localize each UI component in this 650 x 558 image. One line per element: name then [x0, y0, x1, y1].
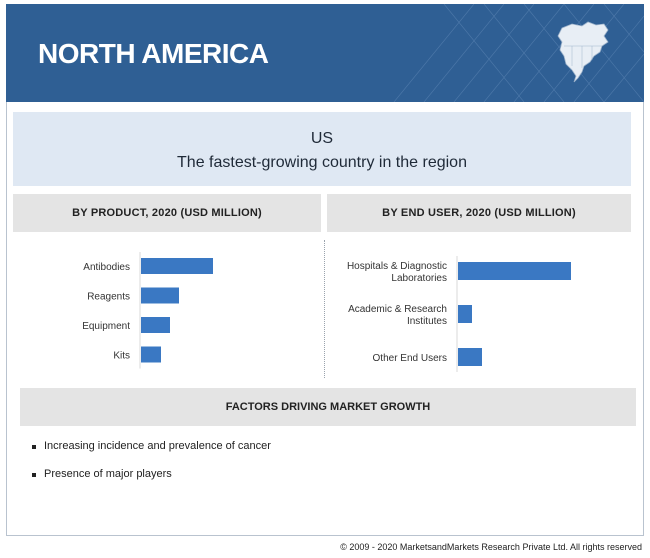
category-label-1: Academic & Research Institutes	[348, 304, 447, 327]
bar-2	[458, 348, 482, 366]
factors-list: Increasing incidence and prevalence of c…	[30, 440, 271, 496]
north-america-map-icon	[557, 21, 609, 83]
category-label-1: Reagents	[87, 292, 130, 303]
category-label-0: Antibodies	[83, 262, 130, 273]
factor-item: Presence of major players	[30, 468, 271, 496]
bar-0	[141, 258, 213, 274]
category-label-2: Equipment	[82, 321, 130, 332]
bar-0	[458, 262, 571, 280]
end-user-chart-title: BY END USER, 2020 (USD MILLION)	[327, 194, 631, 232]
end-user-bar-chart: Hospitals & Diagnostic Laboratories Academ…	[347, 256, 571, 372]
product-bar-chart: Antibodies Reagents Equipment Kits	[82, 252, 213, 369]
category-label-3: Kits	[113, 351, 130, 362]
copyright-notice: © 2009 - 2020 MarketsandMarkets Research…	[340, 542, 642, 552]
region-title: NORTH AMERICA	[38, 38, 269, 69]
factor-text: Increasing incidence and prevalence of c…	[44, 440, 271, 452]
bar-2	[141, 317, 170, 333]
bar-3	[141, 346, 161, 363]
category-label-2: Other End Users	[373, 353, 447, 364]
product-chart-title: BY PRODUCT, 2020 (USD MILLION)	[13, 194, 321, 232]
panel-divider	[324, 240, 325, 378]
factors-title: FACTORS DRIVING MARKET GROWTH	[20, 388, 636, 426]
bar-1	[141, 287, 179, 304]
country-name: US	[310, 130, 334, 147]
country-subtitle: The fastest-growing country in the regio…	[177, 154, 467, 171]
bullet-icon	[32, 473, 36, 477]
bar-1	[458, 305, 472, 323]
factor-item: Increasing incidence and prevalence of c…	[30, 440, 271, 468]
header-pattern	[393, 4, 644, 102]
category-label-0: Hospitals & Diagnostic Laboratories	[347, 261, 447, 284]
header-banner: NORTH AMERICA	[6, 4, 644, 102]
fastest-growing-country-box: US The fastest-growing country in the re…	[13, 112, 631, 186]
bullet-icon	[32, 445, 36, 449]
factor-text: Presence of major players	[44, 468, 172, 480]
